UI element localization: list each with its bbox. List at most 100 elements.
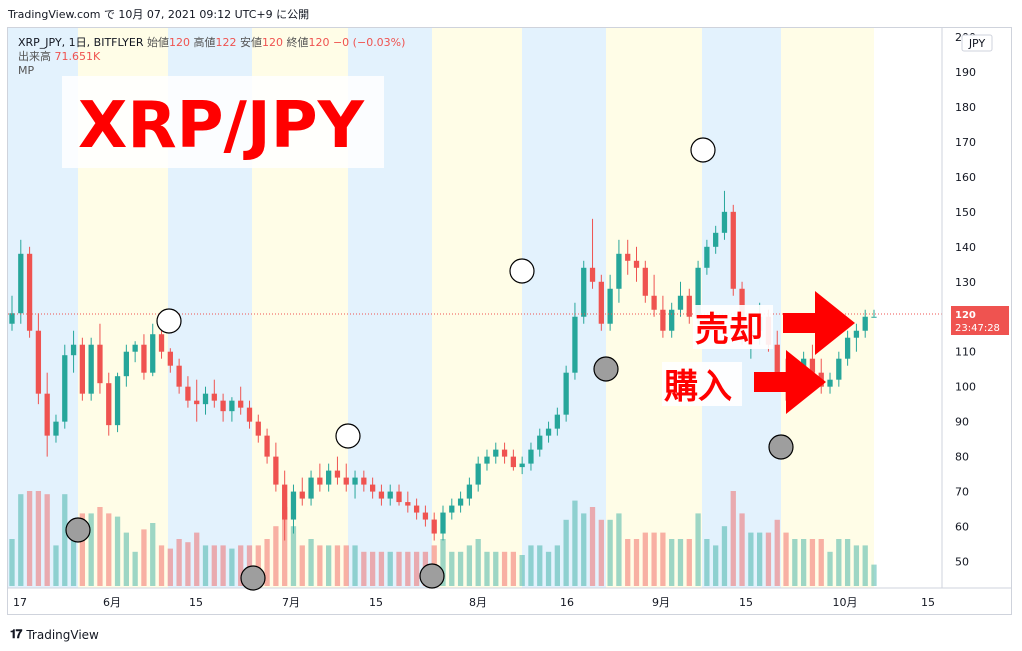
session-band: [522, 28, 606, 588]
volume-bar: [308, 539, 314, 586]
candle-body: [246, 407, 253, 422]
candle-body: [862, 316, 868, 331]
volume-bar: [317, 545, 323, 586]
candle-body: [317, 477, 323, 485]
volume-bar: [792, 539, 798, 586]
price-tick-label: 180: [955, 101, 976, 114]
volume-bar: [202, 545, 209, 586]
volume-label: 出来高: [18, 50, 51, 63]
volume-bar: [211, 545, 217, 586]
last-price-tag: [951, 306, 1009, 335]
volume-bar: [510, 551, 517, 586]
candle-body: [475, 463, 481, 485]
time-tick-label: 15: [189, 596, 203, 609]
candle-body: [774, 344, 780, 373]
volume-bar: [141, 529, 147, 586]
candle-body: [185, 386, 191, 401]
candle-body: [695, 267, 701, 317]
volume-bar: [369, 551, 376, 586]
indicator-mp[interactable]: MP: [18, 64, 35, 77]
marker-circles: [65, 137, 794, 591]
candle-body: [44, 393, 50, 436]
price-tick-label: 110: [955, 346, 976, 359]
volume-bar: [246, 545, 253, 586]
volume-bar: [862, 545, 868, 586]
candle-body: [466, 484, 473, 499]
candle-body: [343, 477, 349, 485]
candle-body: [589, 267, 596, 282]
price-tick-label: 130: [955, 276, 976, 289]
price-tick-label: 140: [955, 241, 976, 254]
volume-bar: [827, 551, 833, 586]
candle-body: [264, 435, 270, 457]
volume-bar: [809, 539, 816, 586]
candle-body: [651, 295, 657, 310]
candle-body: [106, 383, 112, 426]
volume-bar: [158, 545, 165, 586]
volume-bar: [79, 513, 86, 586]
volume-bar: [730, 491, 736, 586]
volume-bar: [607, 519, 613, 586]
footer-brand[interactable]: TradingView: [26, 627, 99, 642]
publish-info: TradingView.com で 10月 07, 2021 09:12 UTC…: [8, 8, 310, 21]
candle-body: [625, 253, 631, 261]
candle-body: [290, 491, 297, 520]
candle-body: [405, 502, 411, 506]
time-tick-label: 10月: [833, 596, 858, 609]
volume-bar: [836, 539, 842, 586]
volume-bar: [70, 532, 77, 586]
volume-bar: [273, 526, 279, 586]
volume-bar: [194, 532, 200, 586]
candle-body: [528, 449, 534, 464]
volume-bar: [88, 513, 94, 586]
volume-bar: [413, 551, 420, 586]
volume-bar: [501, 551, 508, 586]
marker-circle: [65, 517, 91, 543]
currency-badge[interactable]: [961, 34, 993, 52]
volume-bar: [598, 519, 604, 586]
candle-body: [449, 505, 455, 513]
marker-circle: [690, 137, 716, 163]
volume-bar: [871, 564, 877, 586]
volume-bar: [352, 545, 358, 586]
volume-bar: [396, 551, 402, 586]
candle-body: [123, 351, 129, 377]
volume-bar: [229, 548, 235, 586]
legend-volume-row: 出来高 71.651K: [18, 50, 405, 64]
volume-bars: [9, 491, 877, 586]
session-band: [432, 28, 522, 588]
candle-body: [114, 376, 121, 426]
candle-body: [387, 491, 393, 499]
volume-bar: [466, 545, 473, 586]
candle-body: [537, 435, 543, 450]
candle-body: [607, 288, 613, 324]
volume-bar: [704, 539, 710, 586]
marker-circle: [156, 308, 182, 334]
time-tick-label: 17: [13, 596, 27, 609]
volume-bar: [97, 507, 103, 586]
volume-bar: [9, 539, 15, 586]
candle-body: [273, 456, 279, 485]
volume-bar: [326, 545, 332, 586]
candle-body: [563, 372, 569, 415]
volume-bar: [545, 551, 552, 586]
candle-body: [677, 295, 684, 310]
candle-body: [220, 400, 226, 412]
candle-body: [361, 477, 367, 485]
candle-body: [167, 351, 173, 366]
volume-bar: [484, 551, 490, 586]
volume-bar: [176, 539, 182, 586]
volume-value: 71.651K: [54, 50, 101, 63]
volume-bar: [589, 507, 596, 586]
volume-bar: [528, 545, 534, 586]
volume-bar: [449, 551, 455, 586]
legend-ohlc-row: XRP_JPY, 1日, BITFLYER 始値120 高値122 安値120 …: [18, 36, 405, 50]
candle-body: [721, 211, 728, 233]
marker-circle: [768, 434, 794, 460]
tradingview-logo-icon[interactable]: 𝟏𝟕: [10, 627, 22, 641]
volume-bar: [853, 545, 860, 586]
candle-body: [844, 337, 851, 359]
volume-bar: [695, 513, 701, 586]
volume-bar: [581, 513, 587, 586]
